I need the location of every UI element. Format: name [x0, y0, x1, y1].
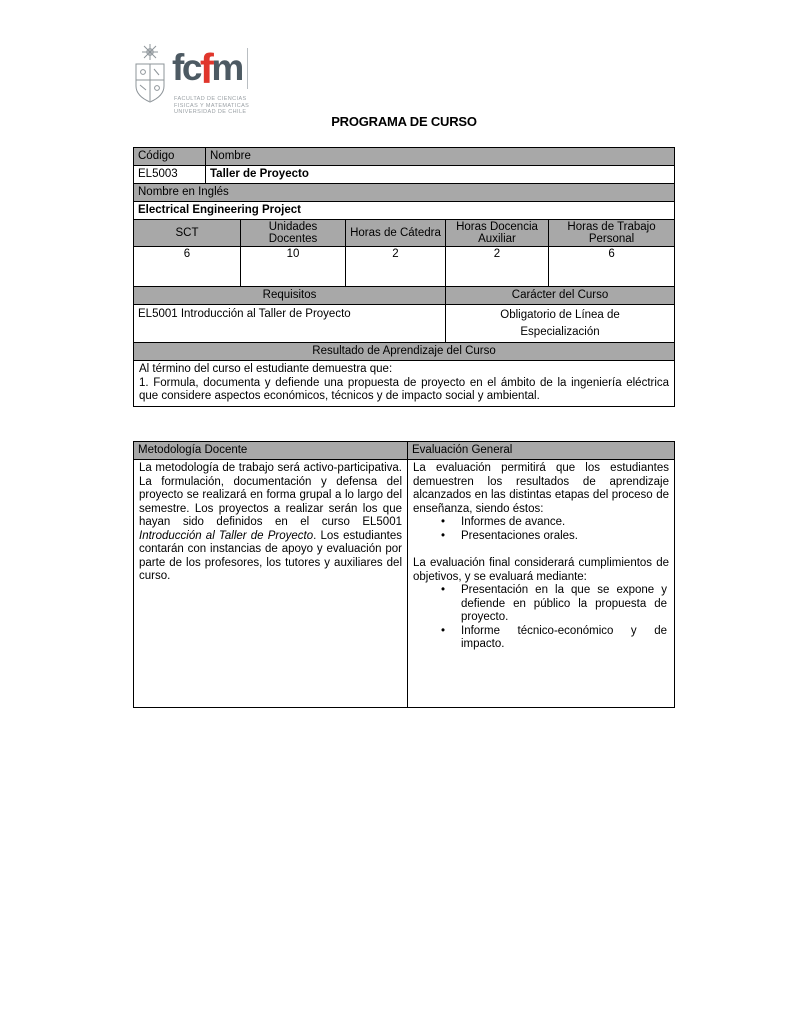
- fcfm-wordmark-m: m: [211, 47, 244, 88]
- codigo-header-cell: Código: [133, 147, 206, 166]
- course-info-table: Código Nombre EL5003 Taller de Proyecto …: [132, 147, 676, 407]
- horas-trabajo-personal-value-cell: 6: [547, 246, 676, 287]
- faculty-caption: FACULTAD DE CIENCIAS FISICAS Y MATEMATIC…: [174, 96, 249, 116]
- metodologia-body-cell: La metodología de trabajo será activo-pa…: [133, 459, 408, 708]
- faculty-caption-line: FISICAS Y MATEMATICAS: [174, 102, 250, 109]
- fcfm-logo: fcfm FACULTAD DE CIENCIAS FISICAS Y MATE…: [130, 42, 260, 120]
- evaluacion-bullet-text: Informe técnico-económico y de impacto.: [461, 624, 667, 651]
- evaluacion-bullet-text: Informes de avance.: [461, 516, 566, 528]
- fcfm-wordmark-fc: fc: [172, 47, 202, 88]
- resultado-intro-text: Al término del curso el estudiante demue…: [139, 363, 393, 375]
- metodologia-text-italic: Introducción al Taller de Proyecto: [139, 529, 314, 542]
- evaluacion-body-cell: La evaluación permitirá que los estudian…: [407, 459, 675, 708]
- horas-catedra-value-cell: 2: [345, 246, 446, 287]
- evaluacion-bullet-text: Presentaciones orales.: [461, 529, 578, 542]
- bullet-icon: •: [441, 516, 446, 528]
- horas-catedra-header-cell: Horas de Cátedra: [345, 219, 446, 247]
- evaluacion-bullet-item: • Presentaciones orales.: [413, 530, 669, 544]
- horas-trabajo-personal-header-cell: Horas de Trabajo Personal: [547, 219, 676, 247]
- page-title: PROGRAMA DE CURSO: [331, 114, 477, 129]
- faculty-caption-line: UNIVERSIDAD DE CHILE: [174, 109, 247, 115]
- nombre-value-cell: Taller de Proyecto: [204, 165, 676, 184]
- fcfm-wordmark: fcfm: [172, 45, 248, 92]
- evaluacion-header-cell: Evaluación General: [407, 441, 675, 460]
- requisitos-value-cell: EL5001 Introducción al Taller de Proyect…: [133, 304, 446, 343]
- bullet-icon: •: [441, 529, 446, 542]
- universidad-de-chile-shield-icon: [135, 44, 165, 103]
- sct-header-cell: SCT: [133, 219, 241, 247]
- unidades-docentes-header-cell: Unidades Docentes: [240, 219, 346, 247]
- nombre-ingles-value-cell: Electrical Engineering Project: [132, 201, 676, 220]
- codigo-value-cell: EL5003: [133, 165, 206, 184]
- bullet-icon: •: [441, 584, 446, 596]
- resultado-header-cell: Resultado de Aprendizaje del Curso: [132, 342, 676, 361]
- resultado-item-text: 1. Formula, documenta y defiende una pro…: [139, 376, 670, 403]
- fcfm-wordmark-red-f: f: [199, 45, 214, 92]
- horas-docencia-auxiliar-header-cell: Horas Docencia Auxiliar: [445, 219, 549, 247]
- evaluacion-bullet-item: • Informe técnico-económico y de impacto…: [413, 625, 669, 652]
- bullet-icon: •: [441, 624, 446, 637]
- sct-value-cell: 6: [133, 246, 241, 287]
- evaluacion-middle-text: La evaluación final considerará cumplimi…: [413, 557, 669, 583]
- nombre-ingles-header-cell: Nombre en Inglés: [132, 183, 676, 202]
- caracter-header-cell: Carácter del Curso: [444, 286, 676, 305]
- faculty-caption-line: FACULTAD DE CIENCIAS: [174, 96, 247, 102]
- resultado-body-cell: Al término del curso el estudiante demue…: [132, 360, 676, 407]
- requisitos-header-cell: Requisitos: [133, 286, 446, 305]
- evaluacion-intro-text: La evaluación permitirá que los estudian…: [413, 462, 669, 515]
- metodologia-text-part2: . Los estudiantes contarán con instancia…: [139, 529, 402, 583]
- methodology-evaluation-table: Metodología Docente Evaluación General L…: [133, 441, 675, 708]
- evaluacion-bullet-text: Presentación en la que se expone y defie…: [461, 584, 667, 623]
- caracter-value-cell: Obligatorio de Línea de Especialización: [444, 304, 676, 343]
- nombre-header-cell: Nombre: [204, 147, 676, 166]
- metodologia-header-cell: Metodología Docente: [133, 441, 408, 460]
- unidades-docentes-value-cell: 10: [240, 246, 346, 287]
- caracter-value-text: Obligatorio de Línea de Especialización: [500, 308, 620, 338]
- metodologia-text-part1: La metodología de trabajo será activo-pa…: [139, 462, 402, 528]
- metodologia-text: La metodología de trabajo será activo-pa…: [139, 462, 402, 584]
- evaluacion-bullet-item: • Presentación en la que se expone y def…: [413, 584, 669, 625]
- evaluacion-bullet-item: • Informes de avance.: [413, 516, 669, 530]
- horas-docencia-auxiliar-value-cell: 2: [445, 246, 549, 287]
